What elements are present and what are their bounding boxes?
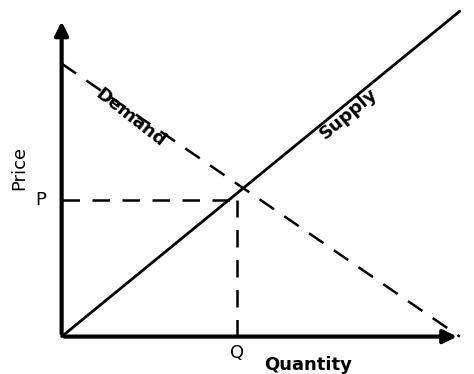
Text: Quantity: Quantity (264, 356, 352, 374)
Text: Price: Price (10, 146, 28, 190)
Text: Q: Q (230, 344, 244, 362)
Text: Supply: Supply (316, 85, 381, 143)
Text: P: P (35, 191, 46, 209)
Text: Demand: Demand (92, 85, 169, 151)
